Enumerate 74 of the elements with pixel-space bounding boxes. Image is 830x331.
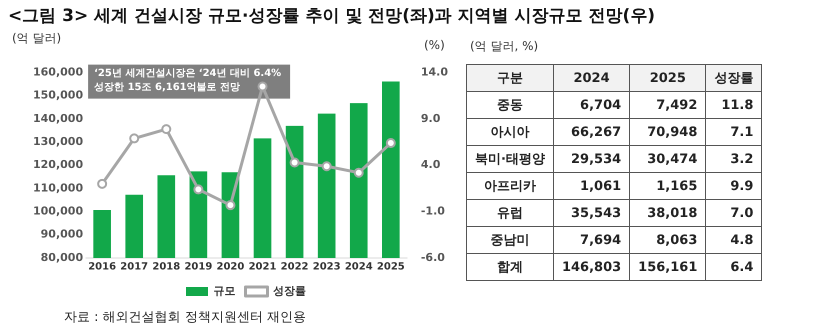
x-tick-label: 2023: [312, 262, 341, 273]
data-label: 7.1: [706, 118, 762, 146]
point: [193, 184, 204, 194]
data-label: 7.0: [706, 200, 762, 226]
data-label: 1,061: [553, 172, 630, 200]
point: [322, 161, 332, 172]
point: [290, 158, 300, 168]
y2-tick-label: 14.0: [420, 65, 448, 78]
text: 자료 : 해외건설협회 정책지원센터 재인용: [64, 309, 306, 326]
y-tick-label: 140,000: [32, 112, 84, 125]
x-tick-label: 2018: [152, 262, 180, 273]
point: [97, 178, 108, 189]
data-label: 7,694: [553, 226, 630, 254]
x-tick-label: 2025: [376, 262, 405, 273]
point: [161, 124, 172, 134]
text: (억 달러, %): [470, 38, 538, 55]
y-tick-label: 160,000: [32, 65, 84, 78]
category-label: 합계: [466, 254, 554, 280]
data-label: 66,267: [553, 118, 630, 146]
x-tick-label: 2017: [120, 262, 148, 273]
text: 구분: [466, 64, 554, 92]
y2-tick-label: 9.0: [420, 112, 441, 125]
data-label: 4.8: [706, 226, 762, 254]
legend-label: 2025: [630, 64, 706, 92]
category-label: 북미·태평양: [466, 146, 554, 172]
point: [386, 138, 396, 148]
data-label: 6.4: [706, 254, 762, 280]
data-label: 11.8: [706, 92, 762, 118]
category-label: 중동: [466, 92, 554, 118]
x-tick-label: 2019: [184, 262, 212, 273]
y2-tick-label: -6.0: [420, 250, 446, 264]
category-label: 중남미: [466, 226, 554, 254]
x-tick-label: 2021: [248, 262, 276, 273]
y-tick-label: 90,000: [40, 228, 84, 241]
y2-tick-label: -1.0: [420, 204, 446, 218]
data-label: 29,534: [553, 146, 630, 172]
x-tick-label: 2020: [216, 262, 244, 273]
category-label: 아시아: [466, 118, 554, 146]
text: 성장률: [706, 64, 762, 92]
chart-title: <그림 3> 세계 건설시장 규모·성장률 추이 및 전망(좌)과 지역별 시장규모 전망(우): [8, 5, 656, 27]
legend-label: 규모: [214, 284, 236, 298]
point: [225, 200, 236, 210]
y-tick-label: 130,000: [32, 134, 84, 148]
data-label: 30,474: [630, 146, 706, 172]
data-label: 3.2: [706, 146, 762, 172]
y-tick-label: 150,000: [32, 88, 84, 102]
data-label: 9.9: [706, 172, 762, 200]
y-tick-label: 120,000: [32, 158, 84, 172]
data-label: 35,543: [553, 200, 630, 226]
point: [258, 82, 268, 92]
data-label: 1,165: [630, 172, 706, 200]
point: [354, 168, 364, 178]
x-tick-label: 2024: [344, 262, 373, 273]
category-label: 유럽: [466, 200, 554, 226]
data-label: 6,704: [553, 92, 630, 118]
data-label: 38,018: [630, 200, 706, 226]
y-tick-label: 100,000: [32, 204, 84, 218]
legend-label: 성장률: [273, 284, 306, 298]
data-label: 7,492: [630, 92, 706, 118]
point: [129, 133, 140, 144]
x-tick-label: 2016: [88, 262, 116, 273]
y-tick-label: 80,000: [40, 250, 84, 264]
category-label: 아프리카: [466, 172, 554, 200]
y-axis-title: (억 달러): [12, 30, 62, 47]
data-label: 146,803: [553, 254, 630, 280]
y-tick-label: 110,000: [32, 181, 84, 194]
y2-axis-title: (%): [424, 38, 445, 52]
data-label: 70,948: [630, 118, 706, 146]
data-label: 8,063: [630, 226, 706, 254]
x-tick-label: 2022: [280, 262, 309, 273]
annotation: ‘25년 세계건설시장은 ‘24년 대비 6.4% 성장한 15조 6,161억불로 전망: [94, 68, 282, 94]
text: 2024: [553, 64, 630, 92]
y2-tick-label: 4.0: [420, 158, 441, 172]
data-label: 156,161: [630, 254, 706, 280]
